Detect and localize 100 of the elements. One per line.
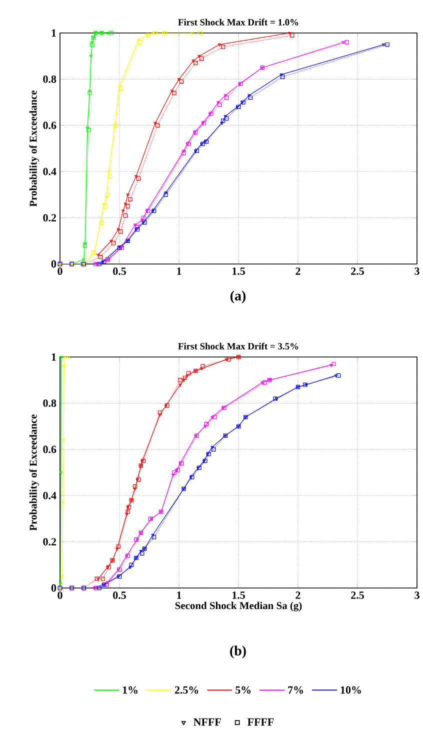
point <box>203 458 208 464</box>
x-tick-label: 0 <box>58 592 62 599</box>
point <box>145 34 148 38</box>
point <box>128 566 132 569</box>
x-axis-title: Second Shock Median Sa (g) <box>175 602 302 612</box>
point <box>197 466 202 470</box>
point <box>63 356 66 359</box>
point <box>126 505 132 510</box>
point <box>88 90 92 96</box>
point <box>107 170 110 174</box>
y-tick-label: 0.6 <box>43 122 56 130</box>
point <box>116 548 119 551</box>
point <box>280 74 283 76</box>
point <box>116 544 120 549</box>
point <box>171 474 175 477</box>
point <box>248 96 252 100</box>
point <box>155 123 160 128</box>
point <box>224 358 228 362</box>
point <box>206 452 211 456</box>
point <box>152 535 156 540</box>
point <box>106 566 110 569</box>
point <box>241 100 246 104</box>
point <box>238 82 243 86</box>
legend-label: 1% <box>122 686 138 694</box>
point <box>182 379 186 382</box>
point <box>177 78 181 81</box>
point <box>199 56 204 60</box>
chart-title: First Shock Max Drift = 1.0% <box>178 18 298 26</box>
point <box>206 452 210 456</box>
point <box>153 30 158 36</box>
point <box>138 530 143 535</box>
point <box>192 131 196 134</box>
point <box>202 120 206 126</box>
point <box>126 194 130 196</box>
point <box>186 371 191 376</box>
y-tick-label: 0.6 <box>43 446 56 454</box>
point <box>162 30 167 36</box>
point <box>218 43 222 46</box>
point <box>118 230 123 234</box>
y-tick-label: 0 <box>51 260 56 268</box>
point <box>221 406 225 410</box>
point <box>105 192 110 197</box>
point <box>274 398 278 400</box>
y-tick-label: 1 <box>52 29 56 37</box>
point <box>151 32 154 35</box>
point <box>82 243 88 248</box>
point <box>104 196 108 199</box>
point <box>128 197 132 202</box>
text: FFFF <box>247 718 274 726</box>
point <box>117 567 122 572</box>
point <box>140 219 144 222</box>
point <box>198 55 201 58</box>
y-tick-label: 0.8 <box>43 399 56 407</box>
point <box>108 174 112 178</box>
y-tick-label: 0.8 <box>43 75 56 83</box>
legend-label: 10% <box>340 686 361 694</box>
point <box>136 538 139 542</box>
point <box>90 42 94 47</box>
legend-label: 5% <box>236 686 251 694</box>
point <box>158 410 162 415</box>
point <box>190 475 194 480</box>
point <box>126 506 130 509</box>
point <box>226 357 232 362</box>
point <box>98 221 102 224</box>
point <box>146 33 150 38</box>
point <box>273 396 278 401</box>
point <box>134 175 138 178</box>
point <box>91 250 96 255</box>
point <box>138 463 143 468</box>
point <box>129 562 134 567</box>
x-tick-label: 3 <box>414 268 420 275</box>
y-tick-label: 0.4 <box>43 492 56 500</box>
x-tick-label: 2 <box>296 268 300 275</box>
point <box>194 60 198 66</box>
point <box>186 142 191 146</box>
point <box>135 224 140 230</box>
point <box>100 576 105 581</box>
point <box>123 213 128 218</box>
x-tick-label: 0 <box>58 268 62 275</box>
x-tick-label: 1 <box>177 592 182 599</box>
point <box>224 116 229 121</box>
point <box>126 204 130 208</box>
point <box>106 581 110 584</box>
point <box>141 216 146 220</box>
x-tick-label: 1.5 <box>232 592 245 599</box>
text: NFFF <box>194 718 221 726</box>
point <box>182 151 186 156</box>
point <box>178 462 182 466</box>
point <box>210 446 214 449</box>
point <box>244 416 248 419</box>
point <box>134 537 138 542</box>
point <box>194 150 198 153</box>
point <box>97 586 102 590</box>
point <box>164 404 168 408</box>
y-tick-label: 0.2 <box>43 538 56 546</box>
point <box>172 90 176 96</box>
point <box>186 374 189 378</box>
point <box>304 384 308 387</box>
point <box>217 102 222 107</box>
point <box>110 240 113 243</box>
